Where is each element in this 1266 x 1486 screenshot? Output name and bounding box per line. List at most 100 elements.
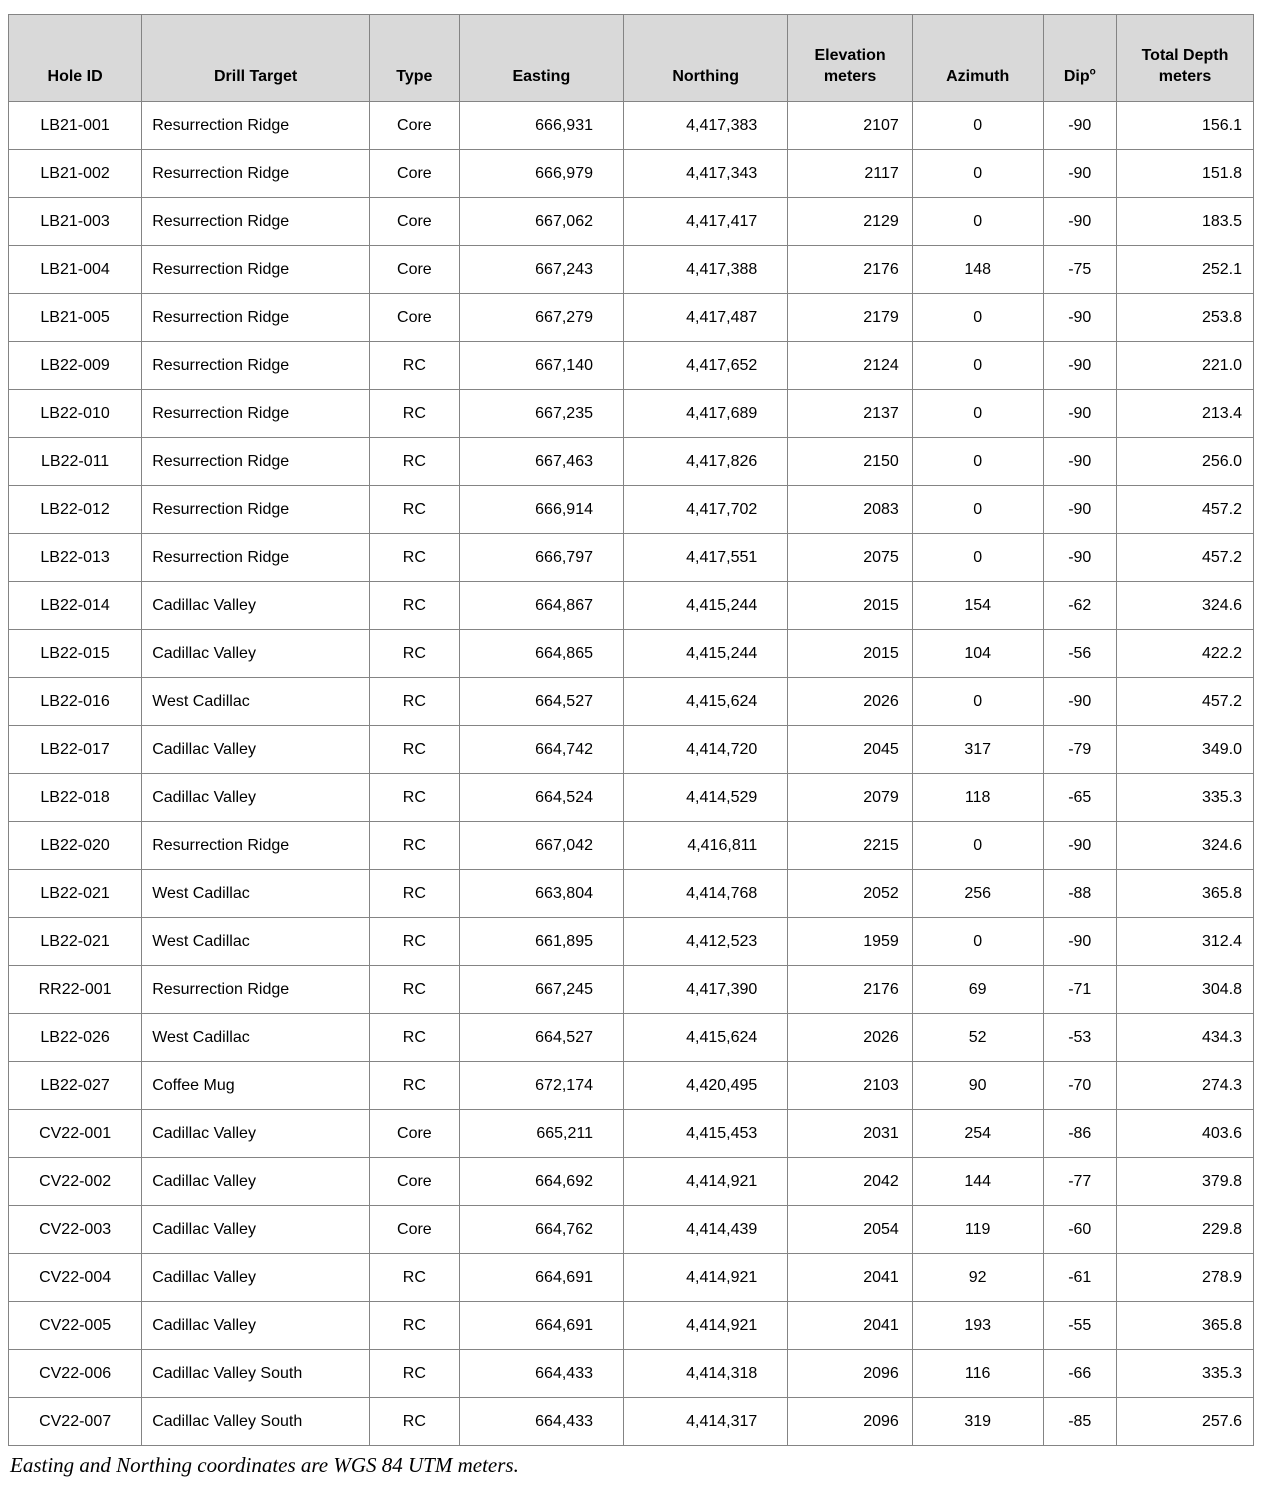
cell-type: Core (369, 1157, 460, 1206)
header-total-depth: Total Depth meters (1115, 14, 1255, 102)
cell-dip: -61 (1042, 1253, 1117, 1302)
table-row: LB22-009 Resurrection Ridge RC 667,140 4,417… (7, 341, 1255, 390)
cell-northing: 4,417,487 (622, 293, 789, 342)
cell-dip: -75 (1042, 245, 1117, 294)
cell-type: RC (369, 1301, 460, 1350)
cell-azimuth: 256 (911, 869, 1044, 918)
cell-northing: 4,414,921 (622, 1157, 789, 1206)
cell-northing: 4,415,624 (622, 677, 789, 726)
cell-elev: 2015 (787, 629, 913, 678)
cell-target: Resurrection Ridge (141, 533, 371, 582)
cell-target: Cadillac Valley South (141, 1397, 371, 1446)
cell-type: RC (369, 773, 460, 822)
cell-dip: -90 (1042, 821, 1117, 870)
table-row: LB21-002 Resurrection Ridge Core 666,979 4,4… (7, 149, 1255, 198)
cell-depth: 253.8 (1115, 293, 1255, 342)
cell-elev: 2042 (787, 1157, 913, 1206)
cell-hole-id: LB21-004 (7, 245, 143, 294)
table-row: LB21-001 Resurrection Ridge Core 666,931 4,4… (7, 101, 1255, 150)
cell-target: Cadillac Valley (141, 1205, 371, 1254)
cell-azimuth: 0 (911, 197, 1044, 246)
cell-hole-id: CV22-005 (7, 1301, 143, 1350)
cell-northing: 4,417,652 (622, 341, 789, 390)
cell-azimuth: 154 (911, 581, 1044, 630)
cell-target: West Cadillac (141, 677, 371, 726)
cell-dip: -79 (1042, 725, 1117, 774)
cell-azimuth: 52 (911, 1013, 1044, 1062)
cell-azimuth: 0 (911, 677, 1044, 726)
cell-northing: 4,414,318 (622, 1349, 789, 1398)
cell-easting: 664,691 (458, 1253, 625, 1302)
cell-type: RC (369, 1061, 460, 1110)
cell-type: RC (369, 725, 460, 774)
cell-elev: 2026 (787, 677, 913, 726)
cell-northing: 4,417,826 (622, 437, 789, 486)
cell-target: Cadillac Valley (141, 629, 371, 678)
cell-target: West Cadillac (141, 1013, 371, 1062)
cell-type: RC (369, 581, 460, 630)
cell-azimuth: 0 (911, 437, 1044, 486)
cell-azimuth: 90 (911, 1061, 1044, 1110)
cell-hole-id: LB22-026 (7, 1013, 143, 1062)
cell-target: Resurrection Ridge (141, 437, 371, 486)
cell-hole-id: LB22-021 (7, 917, 143, 966)
cell-elev: 2103 (787, 1061, 913, 1110)
cell-target: Resurrection Ridge (141, 965, 371, 1014)
cell-hole-id: LB21-003 (7, 197, 143, 246)
cell-depth: 183.5 (1115, 197, 1255, 246)
cell-azimuth: 0 (911, 917, 1044, 966)
cell-dip: -71 (1042, 965, 1117, 1014)
cell-easting: 664,691 (458, 1301, 625, 1350)
cell-northing: 4,415,244 (622, 581, 789, 630)
header-dip: Dipo (1042, 14, 1117, 102)
cell-azimuth: 104 (911, 629, 1044, 678)
cell-depth: 324.6 (1115, 821, 1255, 870)
cell-northing: 4,412,523 (622, 917, 789, 966)
table-row: LB22-011 Resurrection Ridge RC 667,463 4,417… (7, 437, 1255, 486)
table-row: LB22-017 Cadillac Valley RC 664,742 4,414,72… (7, 725, 1255, 774)
cell-easting: 666,931 (458, 101, 625, 150)
cell-elev: 2117 (787, 149, 913, 198)
cell-azimuth: 118 (911, 773, 1044, 822)
header-drill-target: Drill Target (141, 14, 371, 102)
cell-target: Resurrection Ridge (141, 149, 371, 198)
cell-target: Cadillac Valley (141, 1253, 371, 1302)
cell-dip: -90 (1042, 485, 1117, 534)
cell-elev: 2054 (787, 1205, 913, 1254)
cell-northing: 4,414,317 (622, 1397, 789, 1446)
cell-dip: -90 (1042, 197, 1117, 246)
cell-target: Resurrection Ridge (141, 245, 371, 294)
table-row: LB22-026 West Cadillac RC 664,527 4,415,624 2… (7, 1013, 1255, 1062)
cell-target: Resurrection Ridge (141, 197, 371, 246)
cell-azimuth: 92 (911, 1253, 1044, 1302)
cell-hole-id: CV22-006 (7, 1349, 143, 1398)
cell-dip: -90 (1042, 533, 1117, 582)
cell-type: RC (369, 677, 460, 726)
cell-hole-id: LB22-015 (7, 629, 143, 678)
cell-type: RC (369, 437, 460, 486)
cell-elev: 2096 (787, 1397, 913, 1446)
cell-elev: 2026 (787, 1013, 913, 1062)
cell-azimuth: 254 (911, 1109, 1044, 1158)
cell-hole-id: LB21-001 (7, 101, 143, 150)
header-northing: Northing (622, 14, 789, 102)
cell-northing: 4,417,702 (622, 485, 789, 534)
cell-hole-id: RR22-001 (7, 965, 143, 1014)
cell-hole-id: CV22-003 (7, 1205, 143, 1254)
cell-northing: 4,416,811 (622, 821, 789, 870)
cell-hole-id: CV22-001 (7, 1109, 143, 1158)
cell-hole-id: CV22-007 (7, 1397, 143, 1446)
cell-northing: 4,420,495 (622, 1061, 789, 1110)
table-row: CV22-003 Cadillac Valley Core 664,762 4,414,… (7, 1205, 1255, 1254)
cell-type: RC (369, 917, 460, 966)
header-elevation: Elevation meters (787, 14, 913, 102)
cell-azimuth: 69 (911, 965, 1044, 1014)
cell-easting: 672,174 (458, 1061, 625, 1110)
table-row: LB21-004 Resurrection Ridge Core 667,243 4,4… (7, 245, 1255, 294)
cell-depth: 365.8 (1115, 1301, 1255, 1350)
cell-type: RC (369, 389, 460, 438)
table-row: LB21-003 Resurrection Ridge Core 667,062 4,4… (7, 197, 1255, 246)
cell-elev: 1959 (787, 917, 913, 966)
cell-target: Resurrection Ridge (141, 485, 371, 534)
cell-depth: 257.6 (1115, 1397, 1255, 1446)
